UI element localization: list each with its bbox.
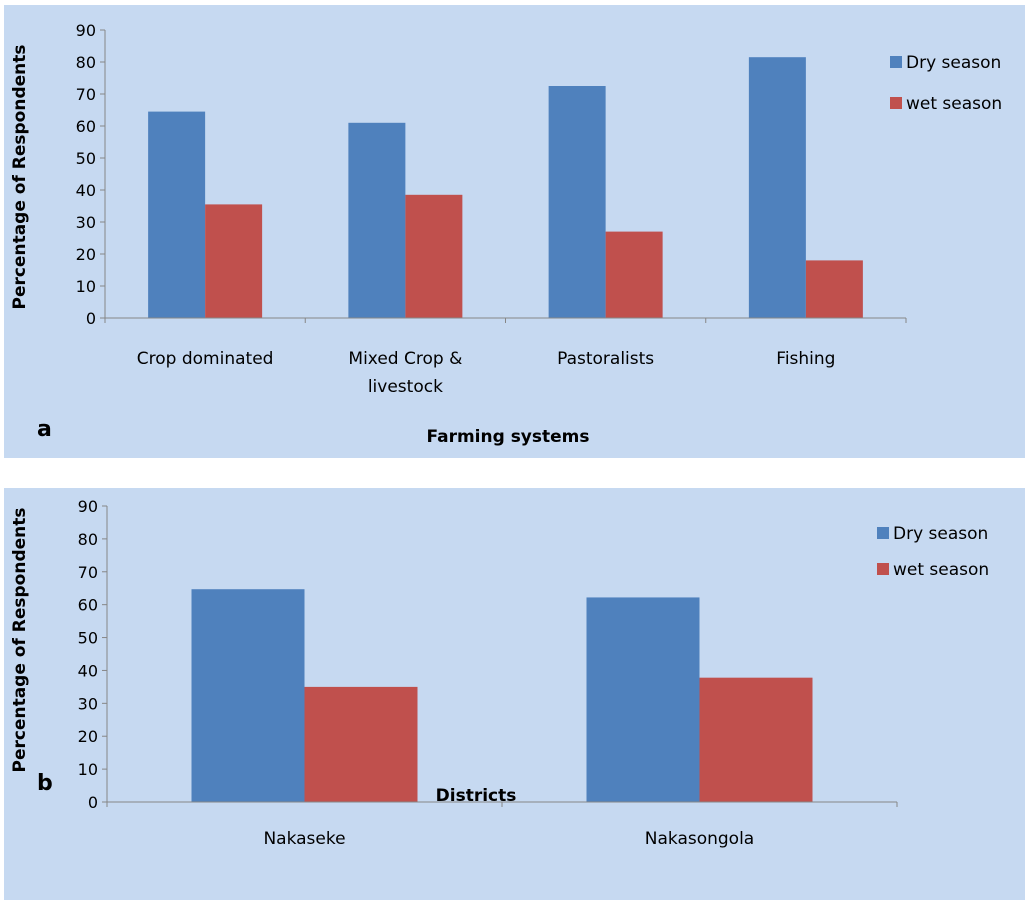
y-tick-label: 0	[86, 309, 96, 328]
bar-dry-season	[148, 111, 206, 318]
legend-label: Dry season	[906, 53, 1001, 73]
y-tick-label: 60	[78, 596, 98, 615]
bar-dry-season	[548, 86, 606, 318]
y-tick-label: 50	[78, 629, 98, 648]
y-tick-label: 20	[76, 245, 96, 264]
x-category-label: Nakaseke	[263, 829, 345, 849]
chart-panel-b: b Districts Percentage of Respondents 0 1…	[4, 488, 1025, 900]
bar-wet-season	[304, 686, 418, 802]
x-category-label: Pastoralists	[557, 349, 654, 369]
y-tick-label: 70	[78, 563, 98, 582]
y-tick-label: 70	[76, 85, 96, 104]
legend-label: wet season	[906, 94, 1002, 114]
legend-swatch	[877, 563, 889, 575]
chart-panel-a: a Farming systems Percentage of Responde…	[4, 5, 1025, 458]
bar-wet-season	[205, 204, 263, 318]
x-category-label: Mixed Crop & livestock	[348, 349, 462, 397]
y-tick-label: 40	[78, 661, 98, 680]
y-tick-label: 60	[76, 117, 96, 136]
bar-dry-season	[191, 589, 305, 802]
x-category-label: Fishing	[776, 349, 835, 369]
y-axis-label: Percentage of Respondents	[10, 44, 30, 309]
y-tick-label: 50	[76, 149, 96, 168]
y-tick-label: 30	[78, 694, 98, 713]
y-tick-label: 10	[78, 760, 98, 779]
y-axis-label: Percentage of Respondents	[10, 507, 30, 772]
y-tick-label: 90	[78, 497, 98, 516]
bar-wet-season	[699, 677, 813, 802]
bar-wet-season	[405, 194, 463, 318]
y-tick-label: 40	[76, 181, 96, 200]
x-category-label: Crop dominated	[137, 349, 274, 369]
bar-dry-season	[748, 57, 806, 318]
y-tick-label: 0	[88, 793, 98, 812]
legend-swatch	[890, 97, 902, 109]
y-tick-label: 30	[76, 213, 96, 232]
bar-dry-season	[586, 597, 700, 802]
x-category-label: Nakasongola	[645, 829, 754, 849]
legend-swatch	[877, 527, 889, 539]
bar-wet-season	[605, 231, 663, 318]
y-tick-label: 80	[76, 53, 96, 72]
x-axis-label: Districts	[436, 786, 517, 806]
legend-label: Dry season	[893, 524, 988, 544]
x-axis-label: Farming systems	[426, 427, 589, 447]
legend-swatch	[890, 56, 902, 68]
panel-label: b	[37, 771, 53, 796]
bar-dry-season	[348, 122, 406, 318]
y-tick-label: 20	[78, 727, 98, 746]
bar-wet-season	[805, 260, 863, 318]
y-tick-label: 90	[76, 21, 96, 40]
y-tick-label: 80	[78, 530, 98, 549]
bar-chart-districts: b Districts Percentage of Respondents 0 1…	[10, 497, 989, 849]
y-tick-label: 10	[76, 277, 96, 296]
legend-label: wet season	[893, 560, 989, 580]
bar-chart-farming-systems: a Farming systems Percentage of Responde…	[10, 21, 1002, 447]
panel-label: a	[37, 417, 52, 442]
